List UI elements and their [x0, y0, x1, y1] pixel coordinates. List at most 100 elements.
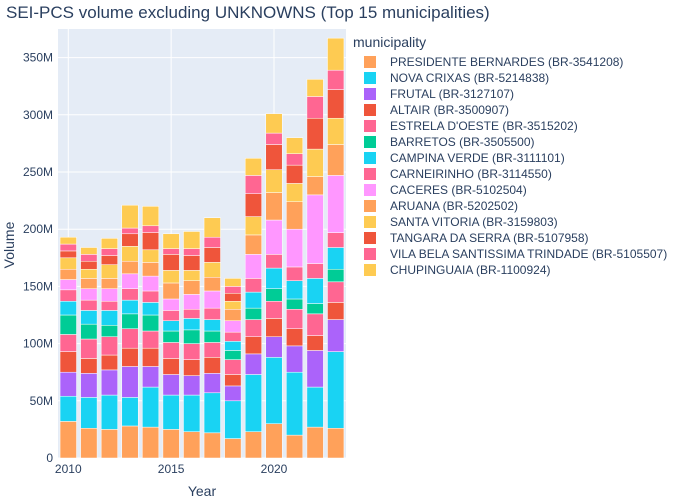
bar-segment[interactable]	[142, 426, 160, 459]
bar-segment[interactable]	[142, 386, 160, 428]
bar-segment[interactable]	[59, 268, 77, 280]
bar-segment[interactable]	[183, 431, 201, 459]
bar-segment[interactable]	[142, 206, 160, 227]
bar-segment[interactable]	[100, 310, 118, 326]
bar-segment[interactable]	[265, 169, 283, 193]
bar-segment[interactable]	[286, 137, 304, 154]
bar-segment[interactable]	[306, 117, 324, 150]
bar-segment[interactable]	[265, 301, 283, 319]
bar-segment[interactable]	[142, 330, 160, 349]
bar-segment[interactable]	[121, 227, 139, 235]
bar-segment[interactable]	[203, 290, 221, 309]
bar-segment[interactable]	[80, 397, 98, 429]
bar-segment[interactable]	[265, 288, 283, 302]
bar-segment[interactable]	[183, 231, 201, 249]
bar-segment[interactable]	[100, 248, 118, 256]
bar-segment[interactable]	[80, 428, 98, 459]
bar-segment[interactable]	[224, 331, 242, 342]
bar-segment[interactable]	[203, 392, 221, 434]
legend-item[interactable]: CACERES (BR-5102504)	[364, 183, 527, 197]
bar-segment[interactable]	[265, 219, 283, 255]
bar-segment[interactable]	[100, 255, 118, 265]
bar-segment[interactable]	[306, 194, 324, 264]
bar-segment[interactable]	[244, 336, 262, 355]
bar-segment[interactable]	[224, 341, 242, 351]
legend-item[interactable]: ARUANA (BR-5202502)	[364, 199, 518, 213]
bar-segment[interactable]	[59, 236, 77, 245]
bar-segment[interactable]	[224, 350, 242, 360]
bar-segment[interactable]	[162, 320, 180, 332]
bar-segment[interactable]	[327, 351, 345, 429]
bar-segment[interactable]	[203, 357, 221, 374]
bar-segment[interactable]	[224, 359, 242, 375]
bar-segment[interactable]	[265, 318, 283, 337]
bar-segment[interactable]	[244, 319, 262, 337]
bar-segment[interactable]	[183, 248, 201, 256]
bar-segment[interactable]	[203, 236, 221, 248]
bar-segment[interactable]	[203, 262, 221, 278]
bar-segment[interactable]	[244, 374, 262, 432]
bar-segment[interactable]	[121, 273, 139, 289]
bar-segment[interactable]	[142, 249, 160, 263]
bar-segment[interactable]	[244, 175, 262, 194]
bar-segment[interactable]	[327, 302, 345, 320]
bar-segment[interactable]	[162, 233, 180, 249]
bar-segment[interactable]	[162, 342, 180, 359]
bar-segment[interactable]	[183, 329, 201, 344]
bar-segment[interactable]	[80, 358, 98, 374]
bar-segment[interactable]	[327, 281, 345, 303]
bar-segment[interactable]	[265, 113, 283, 134]
bar-segment[interactable]	[244, 353, 262, 375]
bar-segment[interactable]	[142, 366, 160, 388]
bar-segment[interactable]	[203, 342, 221, 358]
bar-segment[interactable]	[224, 301, 242, 310]
bar-segment[interactable]	[100, 238, 118, 249]
bar-segment[interactable]	[224, 309, 242, 321]
bar-segment[interactable]	[100, 288, 118, 302]
bar-segment[interactable]	[203, 307, 221, 320]
bar-segment[interactable]	[121, 288, 139, 301]
bar-segment[interactable]	[162, 254, 180, 271]
bar-segment[interactable]	[162, 270, 180, 284]
bar-segment[interactable]	[121, 366, 139, 398]
bar-segment[interactable]	[306, 350, 324, 388]
bar-segment[interactable]	[306, 263, 324, 279]
bar-segment[interactable]	[183, 294, 201, 310]
bar-segment[interactable]	[286, 328, 304, 347]
bar-segment[interactable]	[327, 232, 345, 248]
legend-item[interactable]: ESTRELA D'OESTE (BR-3515202)	[364, 119, 578, 133]
bar-segment[interactable]	[162, 248, 180, 255]
bar-segment[interactable]	[59, 314, 77, 335]
legend-item[interactable]: FRUTAL (BR-3127107)	[364, 87, 514, 101]
bar-segment[interactable]	[183, 359, 201, 376]
bar-segment[interactable]	[286, 345, 304, 373]
bar-segment[interactable]	[59, 289, 77, 302]
bar-segment[interactable]	[142, 347, 160, 367]
bar-segment[interactable]	[265, 132, 283, 145]
bar-segment[interactable]	[224, 385, 242, 402]
bar-segment[interactable]	[286, 153, 304, 166]
bar-segment[interactable]	[162, 282, 180, 300]
bar-segment[interactable]	[80, 254, 98, 262]
bar-segment[interactable]	[183, 318, 201, 331]
bar-segment[interactable]	[183, 280, 201, 295]
bar-segment[interactable]	[100, 278, 118, 289]
bar-segment[interactable]	[224, 400, 242, 439]
bar-segment[interactable]	[80, 268, 98, 279]
legend-item[interactable]: CAMPINA VERDE (BR-3111101)	[364, 151, 565, 165]
bar-segment[interactable]	[327, 117, 345, 145]
bar-segment[interactable]	[203, 373, 221, 394]
bar-segment[interactable]	[80, 323, 98, 340]
bar-segment[interactable]	[121, 299, 139, 315]
bar-segment[interactable]	[59, 257, 77, 270]
bar-segment[interactable]	[265, 192, 283, 221]
bar-segment[interactable]	[286, 434, 304, 459]
bar-segment[interactable]	[265, 267, 283, 289]
bar-segment[interactable]	[265, 336, 283, 358]
bar-segment[interactable]	[244, 278, 262, 293]
bar-segment[interactable]	[59, 395, 77, 422]
bar-segment[interactable]	[80, 373, 98, 398]
bar-segment[interactable]	[244, 431, 262, 459]
bar-segment[interactable]	[121, 260, 139, 275]
bar-segment[interactable]	[327, 37, 345, 71]
